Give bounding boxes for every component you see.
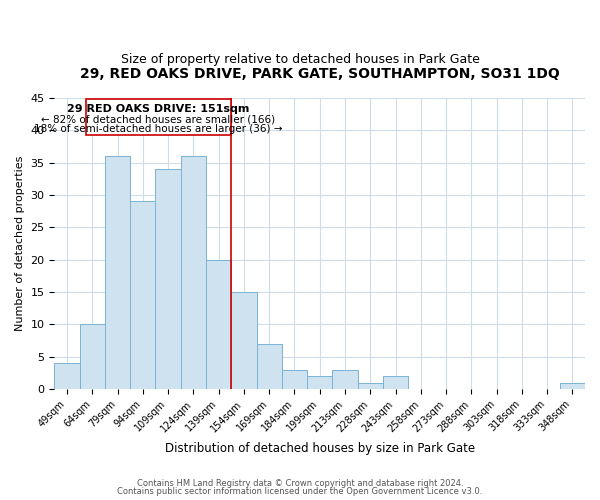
Bar <box>282 370 307 389</box>
Bar <box>383 376 408 389</box>
Text: Contains HM Land Registry data © Crown copyright and database right 2024.: Contains HM Land Registry data © Crown c… <box>137 478 463 488</box>
Text: 29 RED OAKS DRIVE: 151sqm: 29 RED OAKS DRIVE: 151sqm <box>67 104 250 115</box>
Bar <box>358 382 383 389</box>
Bar <box>257 344 282 389</box>
Text: Size of property relative to detached houses in Park Gate: Size of property relative to detached ho… <box>121 52 479 66</box>
Bar <box>181 156 206 389</box>
Bar <box>80 324 105 389</box>
Text: Contains public sector information licensed under the Open Government Licence v3: Contains public sector information licen… <box>118 487 482 496</box>
Bar <box>155 169 181 389</box>
X-axis label: Distribution of detached houses by size in Park Gate: Distribution of detached houses by size … <box>164 442 475 455</box>
Bar <box>206 260 231 389</box>
Bar <box>55 363 80 389</box>
Y-axis label: Number of detached properties: Number of detached properties <box>15 156 25 331</box>
Text: ← 82% of detached houses are smaller (166): ← 82% of detached houses are smaller (16… <box>41 115 275 125</box>
FancyBboxPatch shape <box>86 99 231 136</box>
Bar <box>560 382 585 389</box>
Bar <box>130 202 155 389</box>
Text: 18% of semi-detached houses are larger (36) →: 18% of semi-detached houses are larger (… <box>34 124 283 134</box>
Bar <box>332 370 358 389</box>
Bar <box>231 292 257 389</box>
Title: 29, RED OAKS DRIVE, PARK GATE, SOUTHAMPTON, SO31 1DQ: 29, RED OAKS DRIVE, PARK GATE, SOUTHAMPT… <box>80 68 560 82</box>
Bar <box>105 156 130 389</box>
Bar <box>307 376 332 389</box>
